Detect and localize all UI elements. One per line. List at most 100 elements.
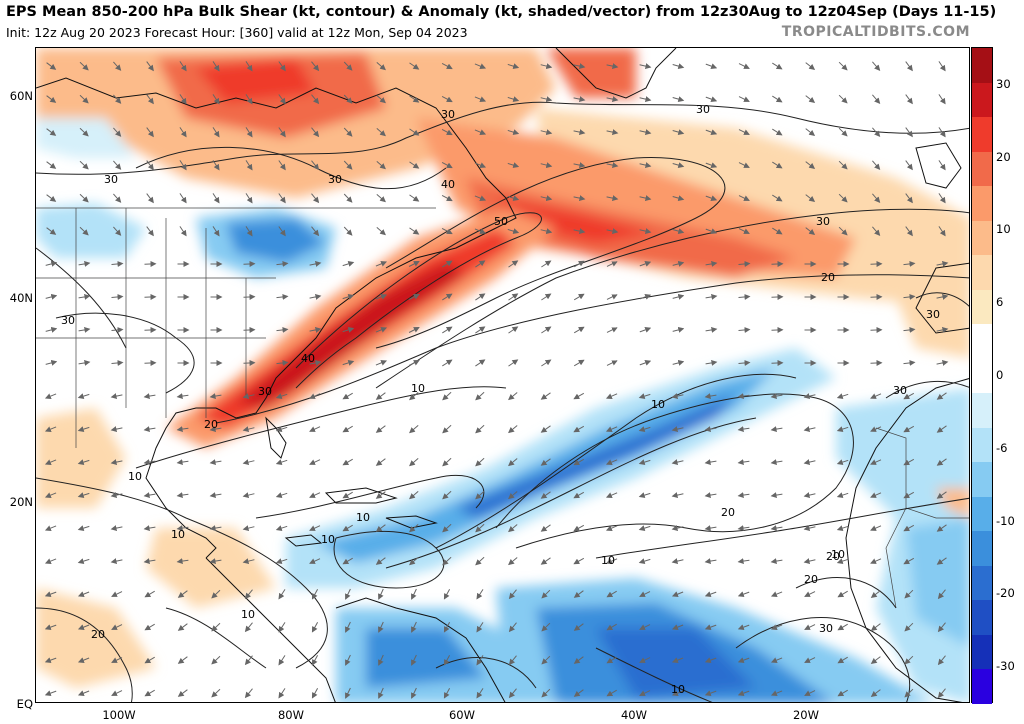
vector-arrow	[177, 689, 188, 697]
vector-arrow	[342, 524, 353, 532]
vector-arrow	[476, 622, 484, 633]
vector-arrow	[475, 424, 485, 434]
vector-arrow	[870, 525, 882, 531]
vector-arrow	[704, 525, 717, 532]
vector-arrow	[211, 655, 221, 665]
vector-arrow	[474, 129, 487, 135]
vector-arrow	[508, 589, 517, 600]
vector-arrow	[77, 426, 90, 433]
vector-arrow	[110, 393, 123, 400]
vector-arrow	[345, 687, 351, 699]
vector-arrow	[573, 557, 585, 565]
vector-arrow	[44, 525, 57, 531]
vector-arrow	[375, 458, 386, 466]
vector-arrow	[179, 127, 187, 138]
vector-arrow	[441, 227, 453, 235]
vector-arrow	[770, 426, 783, 433]
vector-arrow	[309, 558, 321, 564]
vector-arrow	[737, 591, 750, 598]
vector-arrow	[803, 492, 816, 499]
vector-arrow	[507, 228, 520, 234]
vector-arrow	[409, 227, 420, 235]
vector-arrow	[441, 128, 453, 136]
vector-arrow	[278, 94, 286, 105]
vector-arrow	[45, 326, 58, 333]
vector-arrow	[212, 160, 220, 171]
vector-arrow	[937, 589, 946, 600]
contour-label: 20	[826, 550, 840, 563]
vector-arrow	[737, 525, 750, 532]
colorbar-segment	[972, 496, 992, 532]
colorbar-segment	[972, 393, 992, 429]
vector-arrow	[375, 524, 386, 532]
vector-arrow	[541, 293, 552, 301]
vector-arrow	[209, 459, 222, 466]
colorbar	[971, 47, 993, 705]
vector-arrow	[738, 63, 750, 69]
vector-arrow	[343, 226, 353, 236]
vector-arrow	[507, 129, 520, 135]
vector-arrow	[177, 623, 188, 631]
vector-arrow	[508, 524, 518, 533]
colorbar-segment	[972, 600, 992, 636]
vector-arrow	[278, 655, 286, 666]
vector-arrow	[111, 359, 124, 366]
vector-arrow	[573, 524, 585, 532]
vector-arrow	[605, 558, 618, 564]
vector-arrow	[78, 326, 91, 333]
vector-arrow	[278, 622, 286, 633]
vector-arrow	[737, 459, 750, 466]
vector-arrow	[146, 193, 154, 204]
vector-arrow	[44, 492, 57, 498]
vector-arrow	[44, 558, 57, 564]
vector-arrow	[343, 94, 353, 104]
vector-arrow	[541, 359, 552, 367]
vector-arrow	[376, 128, 386, 137]
vector-arrow	[606, 195, 619, 202]
vector-arrow	[937, 655, 946, 666]
vector-arrow	[573, 63, 586, 70]
vector-arrow	[77, 690, 90, 696]
vector-arrow	[345, 621, 351, 633]
vector-arrow	[770, 525, 783, 532]
colorbar-label: 0	[996, 368, 1004, 382]
vector-arrow	[638, 393, 651, 400]
vector-arrow	[179, 61, 187, 72]
vector-arrow	[803, 558, 816, 565]
vector-arrow	[245, 61, 253, 72]
vector-arrow	[573, 260, 585, 268]
vector-arrow	[508, 622, 517, 633]
vector-arrow	[342, 425, 353, 433]
vector-arrow	[376, 161, 386, 170]
contour-label: 40	[441, 178, 455, 191]
vector-arrow	[540, 392, 551, 400]
vector-arrow	[508, 655, 517, 666]
vector-arrow	[411, 687, 417, 699]
vector-arrow	[903, 458, 915, 466]
vector-arrow	[408, 261, 420, 267]
vector-arrow	[476, 589, 484, 600]
vector-arrow	[541, 260, 552, 268]
vector-arrow	[475, 457, 485, 467]
vector-arrow	[671, 657, 684, 663]
vector-arrow	[606, 162, 619, 169]
vector-arrow	[311, 193, 320, 204]
vector-arrow	[309, 426, 321, 432]
vector-arrow	[770, 591, 783, 597]
vector-arrow	[704, 591, 717, 598]
vector-arrow	[905, 160, 913, 171]
vector-arrow	[738, 129, 750, 135]
vector-arrow	[507, 96, 520, 102]
vector-arrow	[937, 688, 946, 699]
lat-label-eq: EQ	[16, 697, 33, 711]
vector-arrow	[46, 62, 57, 70]
vector-arrow	[474, 228, 487, 234]
vector-arrow	[838, 226, 848, 236]
lon-label-100w: 100W	[102, 708, 136, 722]
vector-arrow	[143, 492, 156, 499]
contour-label: 30	[696, 103, 710, 116]
vector-arrow	[179, 226, 187, 237]
vector-arrow	[508, 359, 519, 367]
vector-arrow	[245, 193, 253, 204]
contour-label-group: 30 30 30 30 40 40 50 30 20 30 30 30 10 1…	[61, 103, 940, 696]
